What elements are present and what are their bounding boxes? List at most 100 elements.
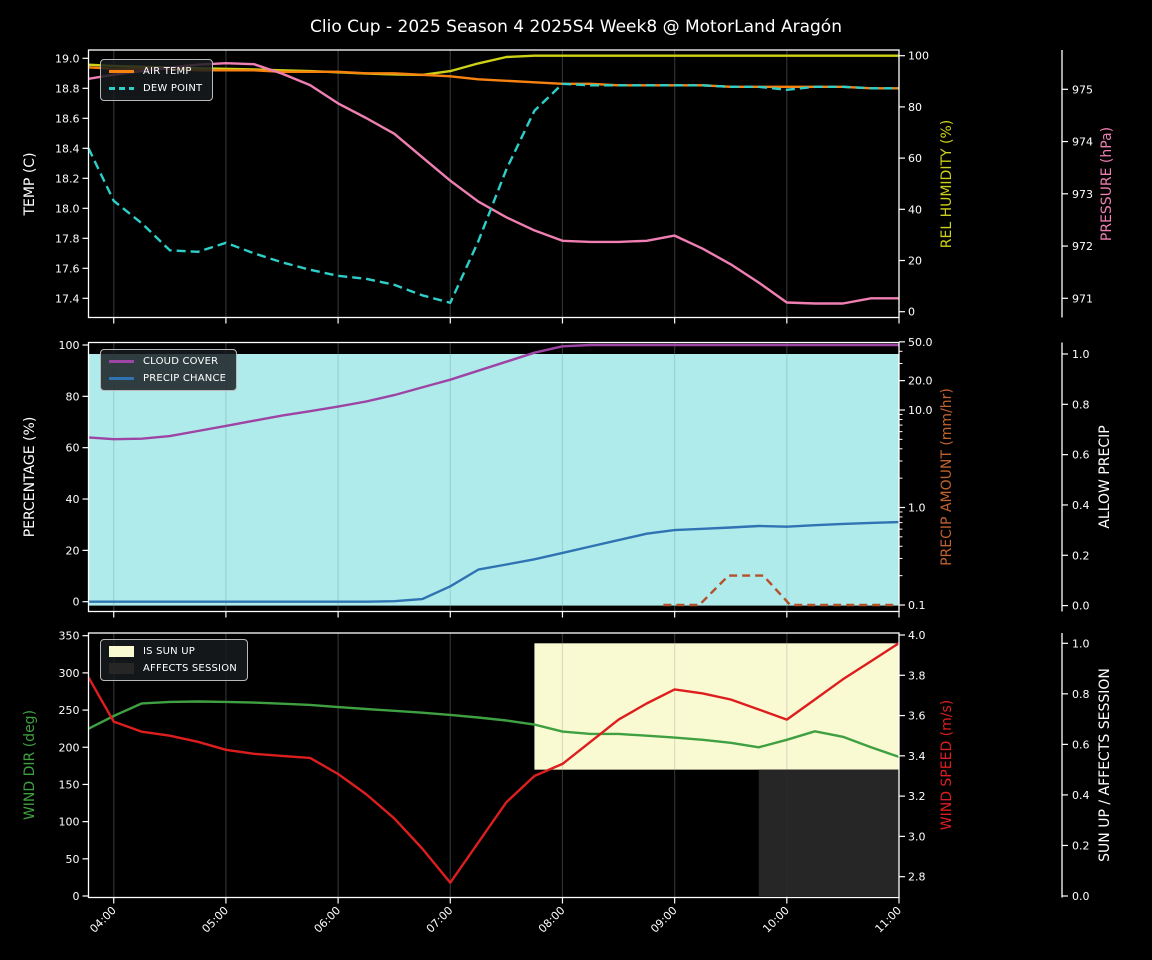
tick-label: 18.6: [55, 112, 80, 125]
tick-label: 350: [59, 630, 80, 643]
x-tick-label: 07:00: [424, 904, 456, 936]
axis-label-wind-dir: WIND DIR (deg): [22, 709, 38, 821]
tick-label: 18.0: [55, 202, 80, 215]
series-precip-chance: [88, 520, 900, 603]
tick-label: 20.0: [908, 375, 933, 388]
tick-label: 100: [908, 50, 929, 63]
panel-precip: 0 20 40 60 80 100 0.1 1.0 10.0 20.0 50.0 0.0 0.2 0.4 0…: [59, 336, 1090, 618]
panel-wind: 0 50 100 150 200 250 300 350 2.8 3.0 3.2 3.4 3.6 3.8 4…: [59, 629, 1090, 904]
tick-label: 18.2: [55, 172, 80, 185]
tick-label: 17.4: [55, 292, 80, 305]
legend-item-precip-chance: PRECIP CHANCE: [109, 372, 226, 385]
legend-item-air-temp: AIR TEMP: [109, 65, 202, 78]
x-tick-label: 08:00: [536, 904, 568, 936]
axis-label-precip-amount: PRECIP AMOUNT (mm/hr): [939, 388, 955, 566]
tick-label: 20: [908, 255, 922, 268]
axis-label-sun-up-affects: SUN UP / AFFECTS SESSION: [1097, 668, 1113, 862]
tick-label: 0.0: [1072, 890, 1090, 903]
tick-label: 200: [59, 741, 80, 754]
series-dew-point-c: [87, 82, 899, 304]
panel-temperature: 17.4 17.6 17.8 18.0 18.2 18.4 18.6 18.8 19.0 0 20 4…: [55, 49, 1093, 324]
legend-item-cloud-cover: CLOUD COVER: [109, 355, 226, 368]
axis-label-pressure: PRESSURE (hPa): [1099, 126, 1115, 242]
tick-label: 40: [66, 493, 80, 506]
x-tick-label: 10:00: [760, 904, 792, 936]
tick-label: 19.0: [55, 52, 80, 65]
tick-label: 0.6: [1072, 738, 1090, 751]
legend-precip: CLOUD COVER PRECIP CHANCE: [100, 349, 238, 391]
axis-label-allow-precip: ALLOW PRECIP: [1097, 425, 1113, 529]
legend-label: IS SUN UP: [143, 646, 195, 657]
x-tick-label: 04:00: [87, 904, 119, 936]
dew-point-dashed-line-sample: [109, 87, 134, 90]
tick-label: 100: [59, 339, 80, 352]
series-wind-dir-deg: [87, 700, 900, 759]
cloud-cover-line-sample: [109, 360, 134, 363]
tick-label: 150: [59, 778, 80, 791]
tick-label: 3.0: [908, 830, 926, 843]
plot-border: [87, 341, 900, 613]
tick-label: 300: [59, 667, 80, 680]
axis-label-percentage: PERCENTAGE (%): [22, 416, 38, 538]
series-wind-speed-m-s: [87, 642, 900, 884]
tick-label: 0.2: [1072, 839, 1090, 852]
plot-border: [87, 49, 900, 319]
tick-label: 50: [66, 853, 80, 866]
tick-label: 80: [908, 101, 922, 114]
tick-label: 4.0: [908, 629, 926, 642]
plot-border: [87, 632, 900, 899]
tick-label: 1.0: [1072, 348, 1090, 361]
x-tick-label: 05:00: [199, 904, 231, 936]
tick-label: 80: [66, 390, 80, 403]
tick-label: 972: [1072, 240, 1093, 253]
chart-title: Clio Cup - 2025 Season 4 2025S4 Week8 @ …: [310, 17, 842, 37]
series-rel-humidity: [88, 54, 899, 77]
tick-label: 3.4: [908, 750, 926, 763]
tick-label: 3.2: [908, 790, 926, 803]
tick-label: 18.8: [55, 82, 80, 95]
tick-label: 0: [73, 890, 80, 903]
tick-label: 100: [59, 816, 80, 829]
tick-label: 1.0: [1072, 637, 1090, 650]
axis-label-wind-speed: WIND SPEED (m/s): [939, 699, 955, 831]
tick-label: 0.4: [1072, 499, 1090, 512]
tick-label: 17.6: [55, 262, 80, 275]
x-tick-label: 09:00: [648, 904, 680, 936]
axis-label-rel-humidity: REL HUMIDITY (%): [939, 119, 955, 249]
legend-label: AFFECTS SESSION: [143, 663, 237, 674]
legend-label: DEW POINT: [143, 83, 203, 94]
air-temp-line-sample: [109, 70, 134, 73]
tick-label: 40: [908, 203, 922, 216]
legend-label: CLOUD COVER: [143, 356, 219, 367]
affects-session-patch-sample: [109, 663, 134, 674]
tick-label: 0.6: [1072, 449, 1090, 462]
axis-label-temp: TEMP (C): [22, 152, 38, 216]
legend-item-dew-point: DEW POINT: [109, 82, 202, 95]
series-pressure-hpa: [88, 62, 899, 305]
tick-label: 0.8: [1072, 398, 1090, 411]
legend-label: PRECIP CHANCE: [143, 373, 227, 384]
legend-item-affects-session: AFFECTS SESSION: [109, 662, 237, 675]
tick-label: 3.6: [908, 710, 926, 723]
tick-label: 0: [73, 596, 80, 609]
tick-label: 974: [1072, 136, 1093, 149]
tick-label: 250: [59, 704, 80, 717]
tick-label: 17.8: [55, 232, 80, 245]
tick-label: 10.0: [908, 404, 933, 417]
x-tick-label: 11:00: [873, 904, 905, 936]
tick-label: 973: [1072, 188, 1093, 201]
tick-label: 1.0: [908, 502, 926, 515]
tick-label: 0.4: [1072, 789, 1090, 802]
band-is-sun-up: [534, 643, 899, 770]
legend-temperature: AIR TEMP DEW POINT: [100, 59, 214, 101]
tick-label: 0.1: [908, 599, 926, 612]
tick-label: 60: [908, 152, 922, 165]
sun-up-patch-sample: [109, 646, 134, 657]
tick-label: 3.8: [908, 669, 926, 682]
band-affects-session: [758, 769, 899, 896]
legend-wind: IS SUN UP AFFECTS SESSION: [100, 639, 248, 681]
tick-label: 0.8: [1072, 688, 1090, 701]
legend-label: AIR TEMP: [143, 66, 192, 77]
